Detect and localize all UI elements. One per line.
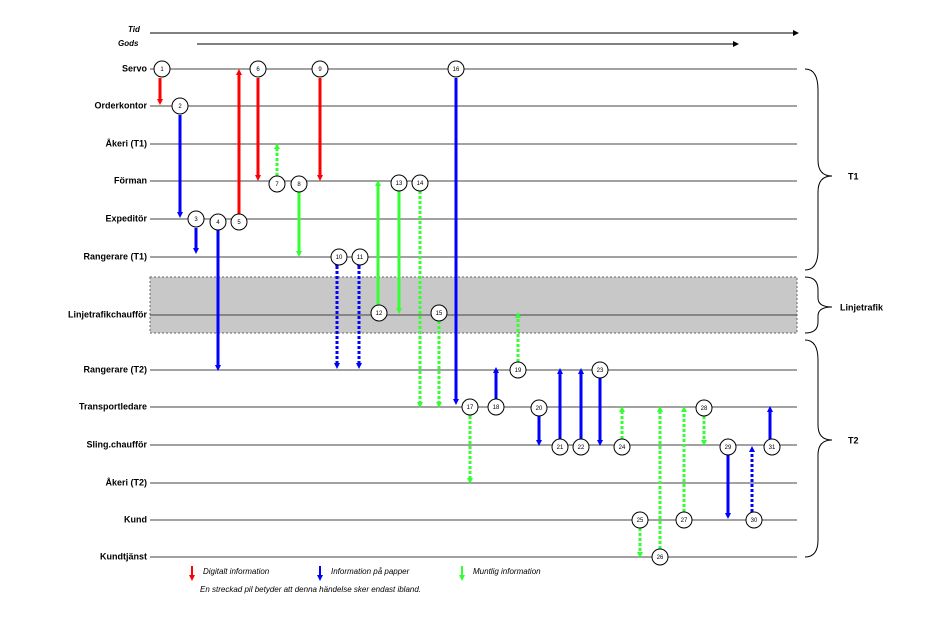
goods-label: Gods	[118, 39, 139, 48]
event-number: 25	[637, 518, 644, 524]
lane-label: Expeditör	[105, 213, 147, 223]
event-node	[763, 438, 781, 456]
event-node	[249, 60, 267, 78]
legend-label: Information på papper	[331, 567, 410, 576]
event-node	[530, 399, 548, 417]
event-node	[675, 511, 693, 529]
event-number: 14	[417, 181, 424, 187]
event-number: 31	[769, 445, 776, 451]
lane-label: Orderkontor	[94, 100, 147, 110]
event-number: 26	[657, 555, 664, 561]
event-node	[631, 511, 649, 529]
event-number: 3	[194, 217, 198, 223]
event-node	[311, 60, 329, 78]
event-node	[591, 361, 609, 379]
brace	[804, 339, 833, 558]
event-node	[390, 174, 408, 192]
event-node	[209, 213, 227, 231]
event-number: 20	[536, 406, 543, 412]
lane-label: Kundtjänst	[100, 551, 147, 561]
brace	[804, 276, 833, 334]
event-number: 22	[578, 445, 585, 451]
event-node	[171, 97, 189, 115]
event-number: 6	[256, 67, 260, 73]
brace	[804, 68, 833, 271]
group-label: T1	[848, 171, 859, 181]
event-number: 16	[453, 67, 460, 73]
event-number: 2	[178, 104, 182, 110]
event-node	[268, 175, 286, 193]
event-node	[153, 60, 171, 78]
note: En streckad pil betyder att denna händel…	[200, 585, 421, 594]
event-number: 9	[318, 67, 322, 73]
lane-label: Åkeri (T2)	[105, 477, 147, 487]
time-label: Tid	[128, 25, 141, 34]
event-node	[187, 210, 205, 228]
event-node	[551, 438, 569, 456]
event-number: 19	[515, 368, 522, 374]
event-number: 17	[467, 405, 474, 411]
event-number: 30	[751, 518, 758, 524]
group-label: T2	[848, 435, 859, 445]
event-number: 13	[396, 181, 403, 187]
event-number: 5	[237, 220, 241, 226]
event-number: 23	[597, 368, 604, 374]
event-number: 12	[376, 311, 383, 317]
group-label: Linjetrafik	[840, 302, 884, 312]
event-node	[719, 438, 737, 456]
lane-label: Transportledare	[79, 401, 147, 411]
event-node	[461, 398, 479, 416]
event-number: 27	[681, 518, 688, 524]
lane-label: Rangerare (T2)	[83, 364, 147, 374]
lane-label: Sling.chaufför	[87, 439, 148, 449]
event-number: 4	[216, 220, 220, 226]
linjetrafik-band	[149, 276, 798, 334]
event-number: 7	[275, 182, 279, 188]
event-number: 1	[160, 67, 164, 73]
lane-label: Åkeri (T1)	[105, 138, 147, 148]
legend-label: Digitalt information	[203, 567, 270, 576]
event-number: 28	[701, 406, 708, 412]
lane-label: Servo	[122, 63, 148, 73]
event-number: 8	[297, 182, 301, 188]
event-node	[509, 361, 527, 379]
event-node	[290, 175, 308, 193]
lane-label: Rangerare (T1)	[83, 251, 147, 261]
event-node	[370, 304, 388, 322]
lane-label: Linjetrafikchaufför	[68, 309, 148, 319]
lane-label: Kund	[124, 514, 147, 524]
lane-label: Förman	[114, 175, 147, 185]
event-node	[613, 438, 631, 456]
event-node	[230, 213, 248, 231]
event-node	[745, 511, 763, 529]
event-number: 29	[725, 445, 732, 451]
event-number: 15	[436, 311, 443, 317]
event-number: 11	[357, 255, 364, 261]
event-number: 10	[336, 255, 343, 261]
event-node	[572, 438, 590, 456]
event-number: 18	[493, 405, 500, 411]
event-node	[430, 304, 448, 322]
event-node	[447, 60, 465, 78]
event-node	[651, 548, 669, 566]
event-node	[411, 174, 429, 192]
event-number: 24	[619, 445, 626, 451]
event-number: 21	[557, 445, 564, 451]
event-node	[487, 398, 505, 416]
event-node	[351, 248, 369, 266]
event-node	[330, 248, 348, 266]
legend-label: Muntlig information	[473, 567, 541, 576]
event-node	[695, 399, 713, 417]
